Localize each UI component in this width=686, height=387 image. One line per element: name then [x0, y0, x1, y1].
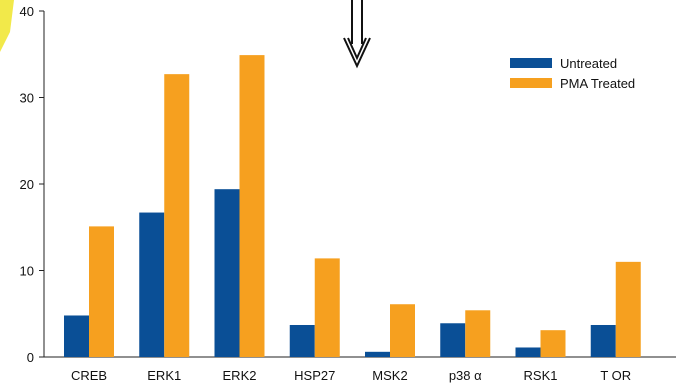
x-tick-label: MSK2 [372, 368, 407, 383]
legend-label-pma-treated: PMA Treated [560, 76, 635, 91]
bar-untreated-4 [365, 351, 390, 357]
y-tick-label: 30 [20, 91, 34, 106]
bar-untreated-6 [515, 347, 541, 357]
bar-pma-treated-6 [540, 330, 566, 357]
x-axis-labels: CREB ERK1 ERK2 HSP27 MSK2 p38 α RSK1 T OR [71, 368, 631, 383]
y-tick-label: 20 [20, 177, 34, 192]
x-tick-label: CREB [71, 368, 107, 383]
bar-pma-treated-3 [314, 258, 340, 357]
bar-pma-treated-2 [239, 55, 265, 358]
legend-swatch-untreated [510, 58, 552, 68]
bar-pma-treated-4 [390, 304, 415, 357]
legend: Untreated PMA Treated [510, 56, 635, 91]
x-tick-label: ERK2 [223, 368, 257, 383]
bar-pma-treated-1 [164, 74, 190, 358]
bar-untreated-5 [440, 323, 466, 357]
corner-accent-shape [0, 0, 14, 52]
x-tick-label: HSP27 [294, 368, 335, 383]
y-tick-label: 10 [20, 264, 34, 279]
bar-untreated-1 [139, 212, 165, 357]
legend-swatch-pma-treated [510, 78, 552, 88]
bar-pma-treated-5 [465, 310, 491, 357]
x-tick-label: RSK1 [524, 368, 558, 383]
x-tick-label: T OR [600, 368, 631, 383]
bar-untreated-3 [289, 324, 315, 357]
y-tick-label: 0 [27, 350, 34, 365]
bar-untreated-0 [64, 315, 89, 357]
legend-label-untreated: Untreated [560, 56, 617, 71]
bar-untreated-2 [214, 189, 240, 357]
bar-untreated-7 [590, 324, 616, 357]
bar-pma-treated-7 [615, 261, 641, 357]
bar-series-group [64, 55, 641, 358]
y-tick-label: 40 [20, 4, 34, 19]
down-arrow-icon [343, 0, 371, 69]
x-tick-label: p38 α [449, 368, 482, 383]
x-tick-label: ERK1 [147, 368, 181, 383]
bar-pma-treated-0 [89, 226, 114, 357]
